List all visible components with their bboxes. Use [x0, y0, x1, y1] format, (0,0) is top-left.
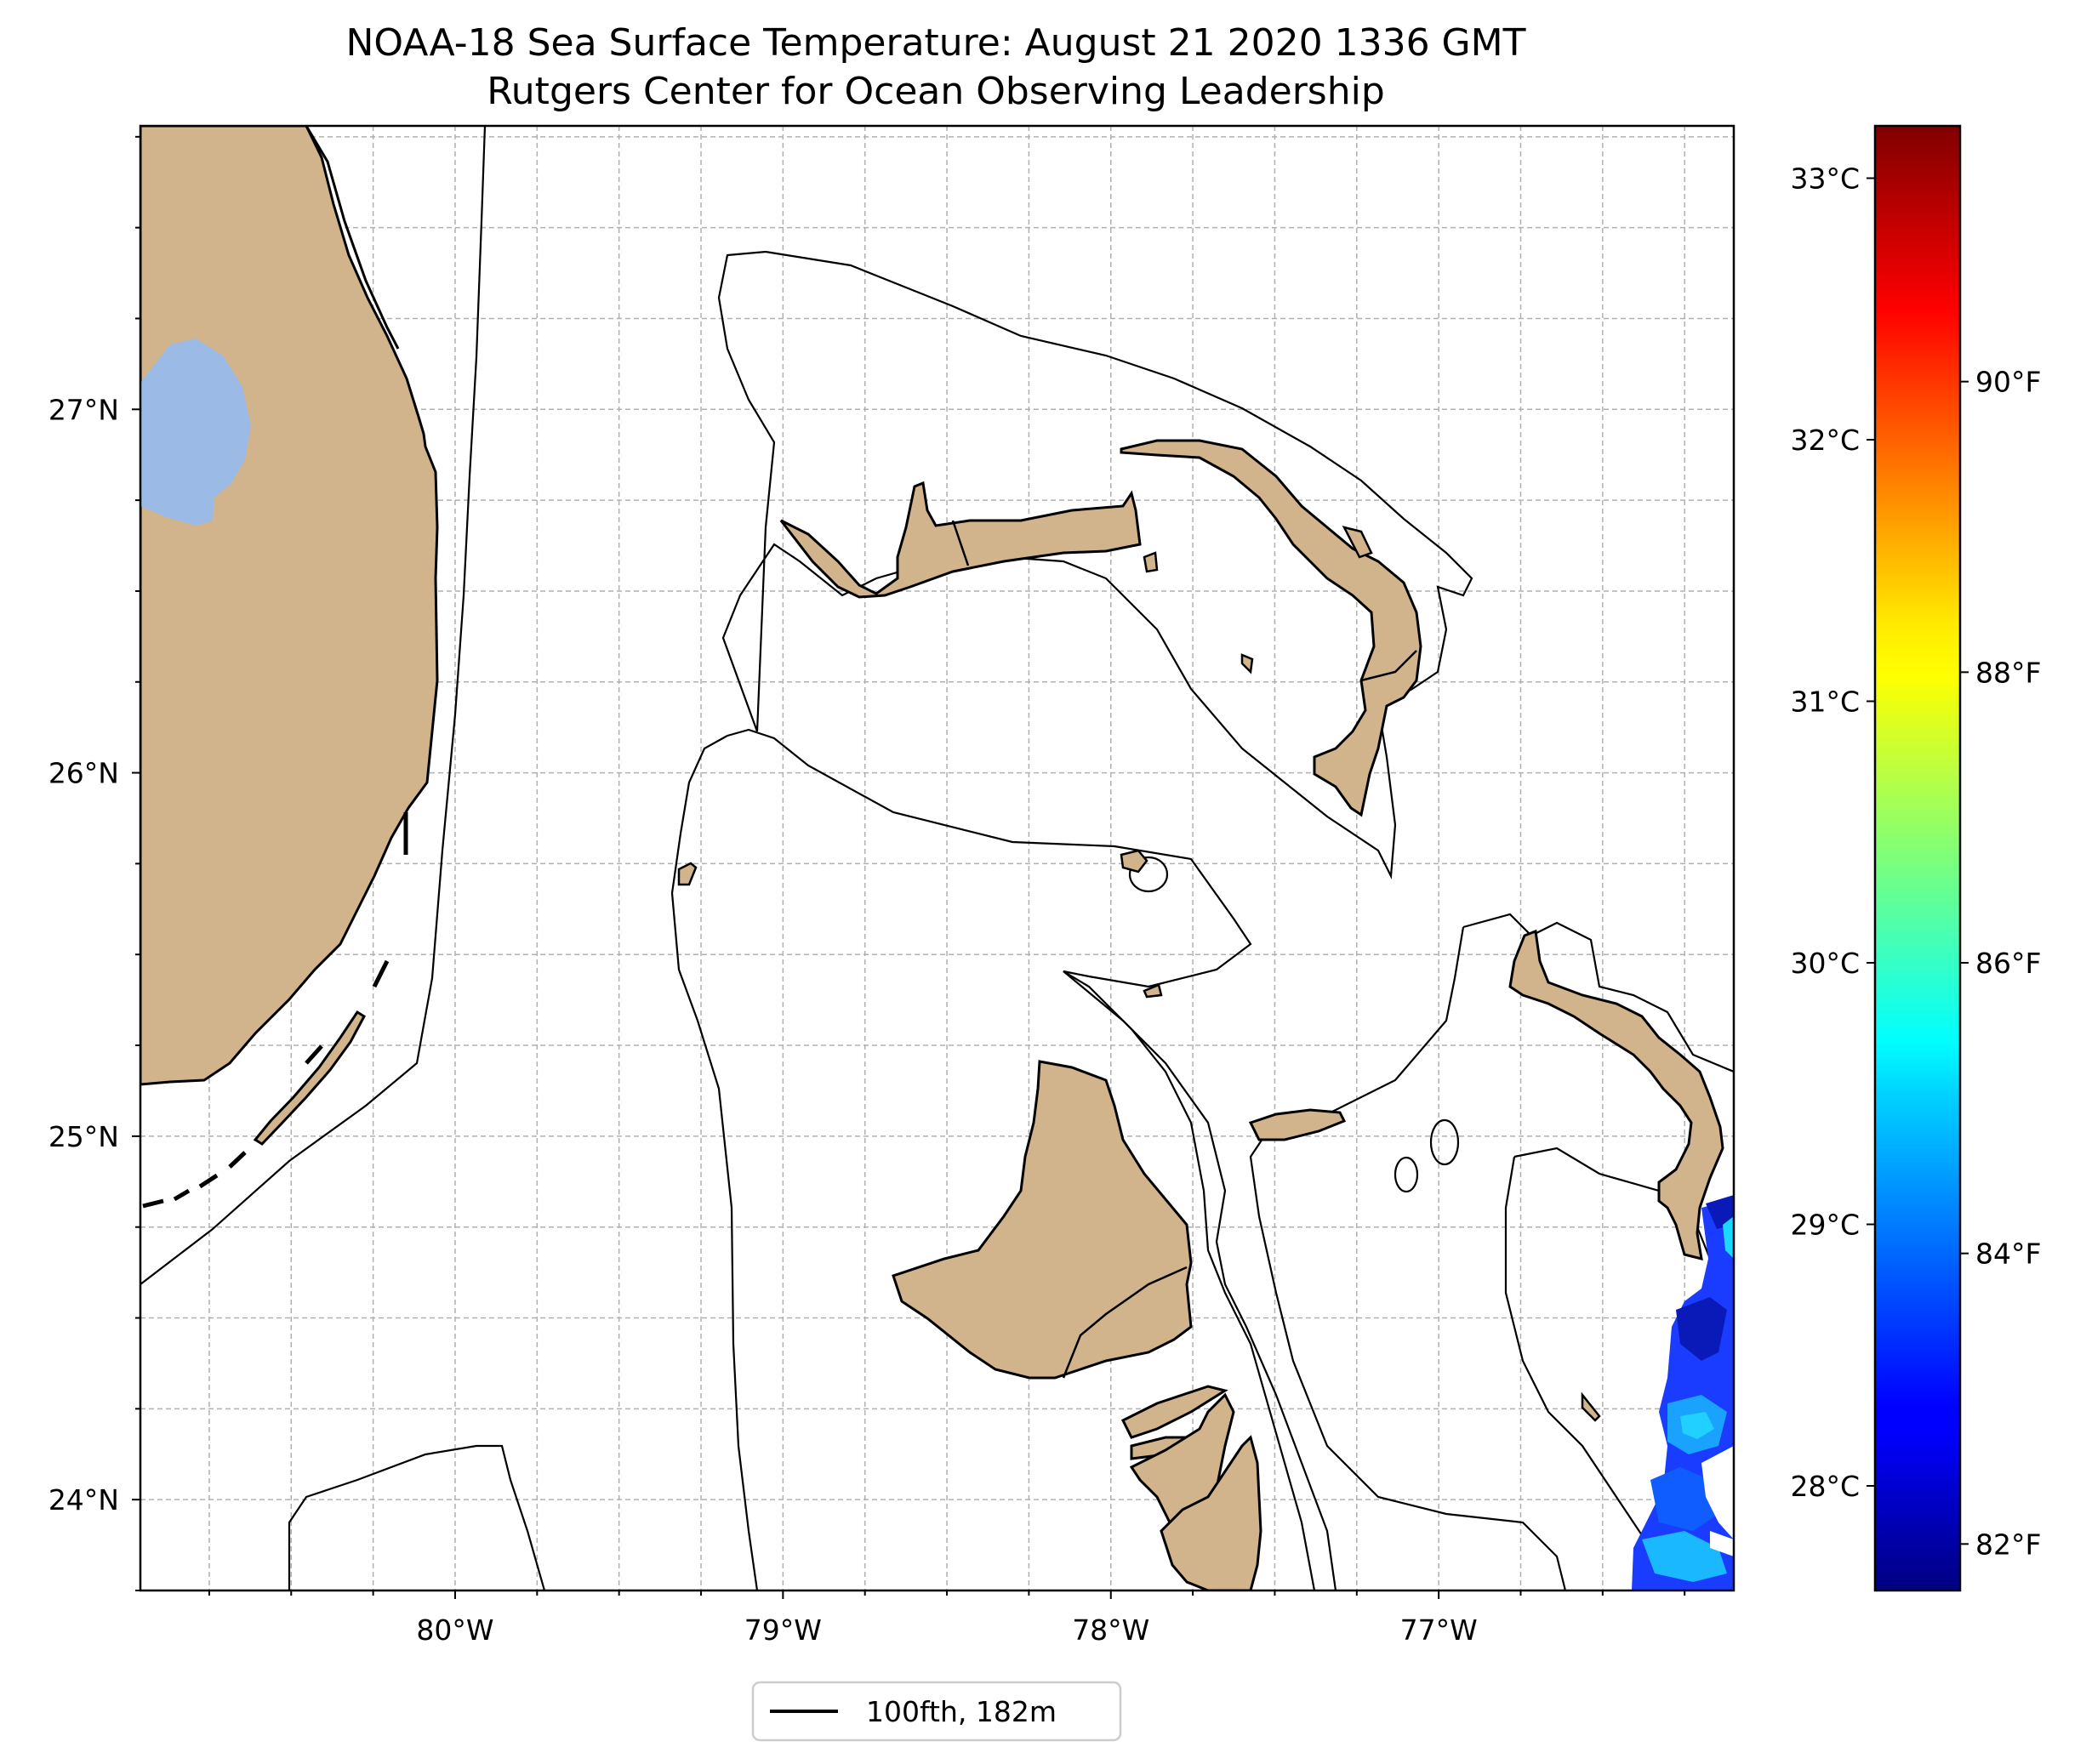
sst-swath: [1632, 1195, 1734, 1590]
map-title: NOAA-18 Sea Surface Temperature: August …: [346, 21, 1526, 65]
lat-tick-label: 27°N: [48, 393, 119, 426]
longitude-tick-labels: 80°W 79°W 78°W 77°W: [416, 1613, 1477, 1647]
map-subtitle: Rutgers Center for Ocean Observing Leade…: [487, 70, 1385, 113]
eleuthera-land: [1508, 929, 1724, 1261]
colorbar-fahrenheit-ticks: 82°F 84°F 86°F 88°F 90°F: [1960, 366, 2041, 1561]
andros-inner: [1062, 1266, 1188, 1379]
florida-keys: [253, 1010, 366, 1146]
celsius-tick-label: 32°C: [1790, 424, 1860, 457]
celsius-tick-label: 29°C: [1790, 1209, 1860, 1242]
lon-tick-label: 77°W: [1400, 1613, 1478, 1647]
small-cays: [677, 526, 1601, 1422]
colorbar-celsius-ticks: 28°C 29°C 30°C 31°C 32°C 33°C: [1790, 162, 1875, 1503]
andros-land: [892, 1060, 1193, 1380]
legend-label: 100fth, 182m: [866, 1695, 1057, 1728]
map-area: [140, 126, 1734, 1590]
lat-tick-label: 25°N: [48, 1120, 119, 1153]
fahrenheit-tick-label: 84°F: [1975, 1238, 2041, 1271]
lon-tick-label: 80°W: [416, 1613, 493, 1647]
fahrenheit-tick-label: 82°F: [1975, 1528, 2041, 1561]
new-providence: [1248, 1108, 1347, 1141]
fahrenheit-tick-label: 90°F: [1975, 366, 2041, 399]
lat-tick-label: 26°N: [48, 757, 119, 790]
fahrenheit-tick-label: 88°F: [1975, 656, 2041, 689]
celsius-tick-label: 30°C: [1790, 947, 1860, 980]
celsius-tick-label: 31°C: [1790, 686, 1860, 719]
latitude-tick-labels: 24°N 25°N 26°N 27°N: [48, 393, 119, 1516]
florida-keys-chain: [142, 1151, 247, 1209]
colorbar: [1873, 124, 1962, 1592]
lon-tick-label: 79°W: [744, 1613, 822, 1647]
lake-okeechobee: [140, 339, 251, 526]
map-frame: [139, 124, 1735, 1592]
andros-far-south: [1160, 1435, 1262, 1590]
celsius-tick-label: 28°C: [1790, 1470, 1860, 1503]
grand-bahama-inner: [951, 520, 970, 566]
fahrenheit-tick-label: 86°F: [1975, 947, 2041, 980]
celsius-tick-label: 33°C: [1790, 162, 1860, 196]
abaco-land: [1120, 439, 1422, 817]
florida-barrier-island: [305, 126, 400, 350]
lat-tick-label: 24°N: [48, 1483, 119, 1516]
isobath-100fth: [140, 126, 1734, 1590]
keys-east: [305, 812, 408, 1065]
legend: 100fth, 182m: [751, 1681, 1122, 1742]
abaco-inner: [1360, 650, 1417, 682]
map-tick-marks: [132, 135, 1686, 1599]
lon-tick-label: 78°W: [1072, 1613, 1149, 1647]
